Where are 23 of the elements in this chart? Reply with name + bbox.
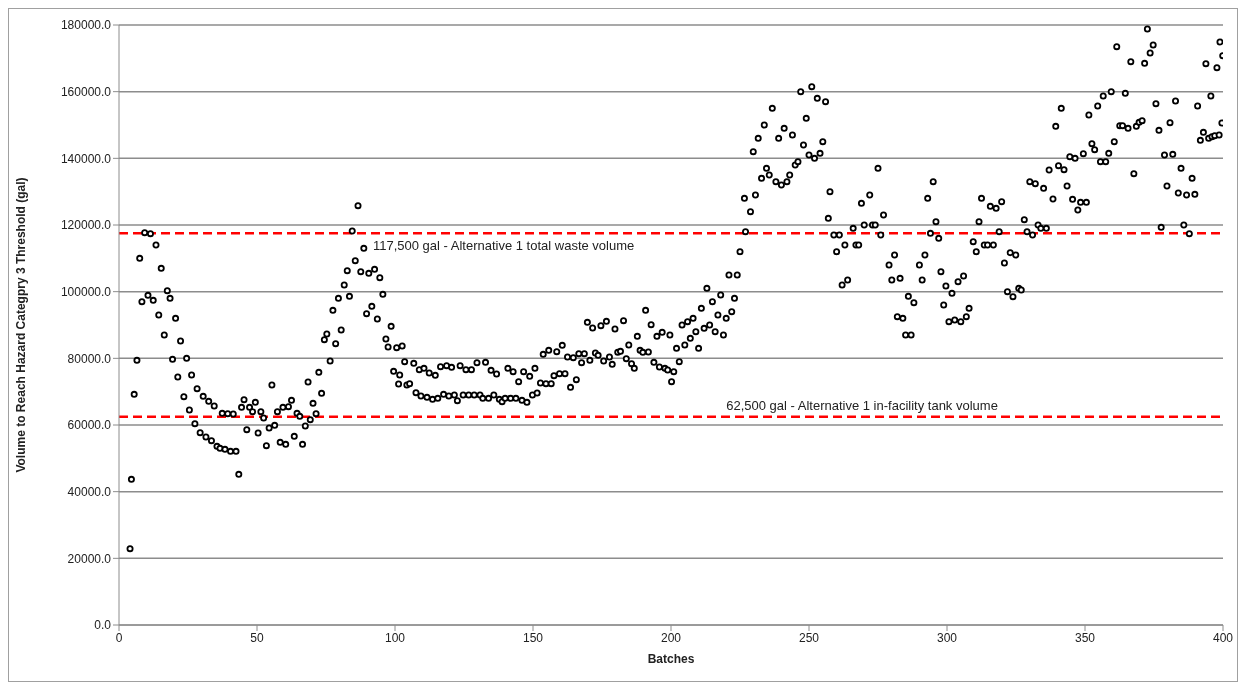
ref-line-label: 117,500 gal - Alternative 1 total waste volume [372, 238, 635, 254]
x-tick-label: 250 [798, 630, 820, 645]
y-tick-label: 120000.0 [60, 218, 112, 233]
x-tick-label: 400 [1212, 630, 1234, 645]
x-tick-label: 50 [250, 630, 264, 645]
y-tick-label: 140000.0 [60, 151, 112, 166]
y-tick-label: 60000.0 [67, 418, 112, 433]
x-tick-label: 300 [936, 630, 958, 645]
y-tick-label: 40000.0 [67, 484, 112, 499]
x-tick-label: 350 [1074, 630, 1096, 645]
y-tick-label: 100000.0 [60, 284, 112, 299]
y-tick-label: 80000.0 [67, 351, 112, 366]
y-tick-label: 0.0 [94, 618, 112, 633]
x-tick-label: 0 [115, 630, 123, 645]
x-tick-label: 200 [660, 630, 682, 645]
y-axis-title: Volume to Reach Hazard Categpry 3 Threshold (gal) [14, 177, 29, 473]
ref-line-label: 62,500 gal - Alternative 1 in-facility tank volume [726, 397, 998, 413]
y-tick-label: 160000.0 [60, 84, 112, 99]
x-axis-title: Batches [647, 652, 695, 666]
x-tick-label: 100 [384, 630, 406, 645]
x-tick-label: 150 [522, 630, 544, 645]
y-tick-label: 20000.0 [67, 551, 112, 566]
y-tick-label: 180000.0 [60, 18, 112, 33]
